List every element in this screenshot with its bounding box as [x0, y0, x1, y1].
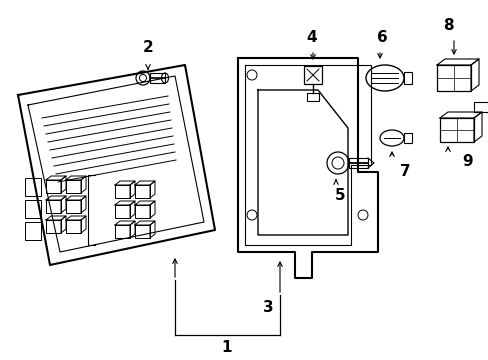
Bar [304, 66, 321, 84]
Bar [115, 185, 130, 198]
Bar [46, 180, 61, 193]
Bar [135, 225, 150, 238]
Bar [25, 222, 41, 240]
Bar [46, 200, 61, 213]
Bar [66, 200, 81, 213]
Bar [439, 118, 473, 142]
Bar [135, 185, 150, 198]
Bar [306, 93, 318, 101]
Text: 9: 9 [462, 154, 472, 170]
Bar [135, 205, 150, 218]
Bar [150, 73, 164, 83]
Bar [436, 65, 470, 91]
Bar [115, 205, 130, 218]
Text: 3: 3 [262, 301, 273, 315]
Bar [25, 200, 41, 218]
Text: 4: 4 [306, 31, 317, 45]
Text: 8: 8 [442, 18, 452, 32]
Text: 7: 7 [399, 165, 409, 180]
Text: 5: 5 [334, 188, 345, 202]
Bar [66, 180, 81, 193]
Bar [66, 220, 81, 233]
Text: 6: 6 [376, 31, 386, 45]
Bar [115, 225, 130, 238]
Bar [403, 72, 411, 84]
Bar [348, 158, 367, 168]
Bar [473, 102, 488, 112]
Bar [46, 220, 61, 233]
Bar [403, 133, 411, 143]
Bar [25, 178, 41, 196]
Text: 1: 1 [221, 339, 232, 355]
Text: 2: 2 [142, 40, 153, 55]
